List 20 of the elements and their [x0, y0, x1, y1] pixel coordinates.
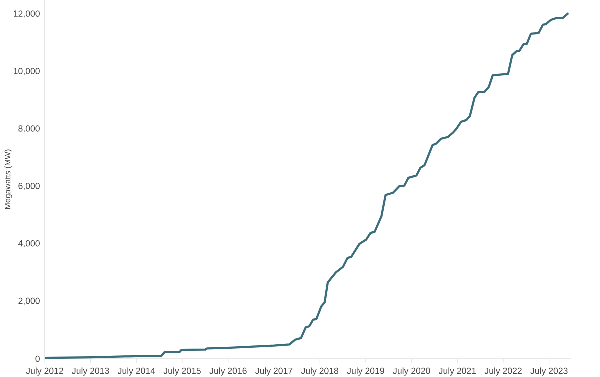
y-tick-label: 12,000 [14, 10, 40, 18]
x-tick-label: July 2017 [256, 368, 293, 376]
y-tick-label: 0 [36, 356, 40, 362]
y-tick-label: 4,000 [18, 240, 40, 248]
x-tick-label: July 2012 [26, 368, 64, 376]
y-tick-label: 2,000 [18, 298, 40, 306]
x-tick-label: July 2021 [438, 368, 476, 376]
x-tick-label: July 2014 [118, 368, 156, 376]
x-tick-label: July 2023 [530, 368, 568, 376]
y-tick-label: 6,000 [18, 183, 40, 190]
x-tick-label: July 2022 [484, 368, 522, 376]
y-axis-title: Megawatts (MW) [4, 150, 12, 210]
x-tick-label: July 2018 [301, 368, 339, 376]
x-tick-label: July 2015 [164, 368, 201, 376]
y-tick-label: 8,000 [18, 126, 40, 133]
x-tick-label: July 2019 [347, 368, 384, 376]
x-tick-label: July 2016 [210, 368, 247, 376]
y-tick-label: 10,000 [14, 68, 40, 76]
x-tick-label: July 2013 [72, 368, 110, 376]
x-tick-label: July 2020 [393, 368, 430, 376]
